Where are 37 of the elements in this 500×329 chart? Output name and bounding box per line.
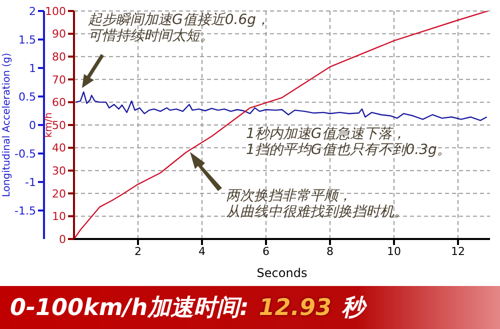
- x-tick-label: 4: [198, 244, 206, 258]
- annotation: 两次换挡非常平顺，: [226, 188, 352, 204]
- x-tick-label: 12: [451, 244, 465, 258]
- x-axis-title: Seconds: [256, 266, 308, 280]
- y-tick-label: -1: [25, 176, 36, 189]
- y2-tick-label: 40: [52, 142, 66, 155]
- y-tick-label: -1.5: [14, 204, 36, 218]
- y-tick-label: 2: [29, 4, 36, 18]
- text: 0-100km/h加速时间:: [10, 294, 249, 323]
- y-tick-label: 1.5: [18, 33, 36, 46]
- annotation: 可惜持续时间太短。: [88, 28, 214, 44]
- y2-tick-label: 0: [59, 232, 66, 246]
- y-tick-label: -0.5: [14, 147, 36, 160]
- y2-tick-label: 10: [52, 210, 66, 224]
- x-tick-label: 10: [387, 244, 401, 258]
- x-tick-label: 8: [326, 244, 334, 258]
- text: 12.93: [258, 294, 332, 320]
- y2-tick-label: 60: [52, 96, 66, 110]
- y2-tick-label: 90: [52, 28, 66, 41]
- y2-tick-label: 20: [52, 187, 66, 200]
- annotation: 1挡的平均G值也只有不到0.3g。: [246, 142, 451, 158]
- y-tick-label: 1: [29, 62, 36, 75]
- y-tick-label: 0: [29, 118, 36, 132]
- y2-tick-label: 50: [52, 118, 66, 132]
- y-tick-label: 0.5: [18, 90, 36, 104]
- y2-tick-label: 30: [52, 164, 66, 178]
- line-series: [75, 91, 488, 122]
- y2-tick-label: 100: [45, 4, 66, 18]
- x-tick-label: 2: [134, 244, 142, 258]
- y2-tick-label: 80: [52, 50, 66, 64]
- annotation: 从曲线中很难找到换挡时机。: [226, 204, 408, 220]
- y2-tick-label: 70: [52, 73, 66, 86]
- y-axis-title: Longitudinal Acceleration (g): [2, 52, 13, 198]
- annotation: 1秒内加速G值急速下落，: [246, 126, 406, 142]
- text: 秒: [342, 294, 365, 323]
- annotation: 起步瞬间加速G值接近0.6g，: [88, 12, 270, 28]
- x-tick-label: 6: [262, 244, 270, 258]
